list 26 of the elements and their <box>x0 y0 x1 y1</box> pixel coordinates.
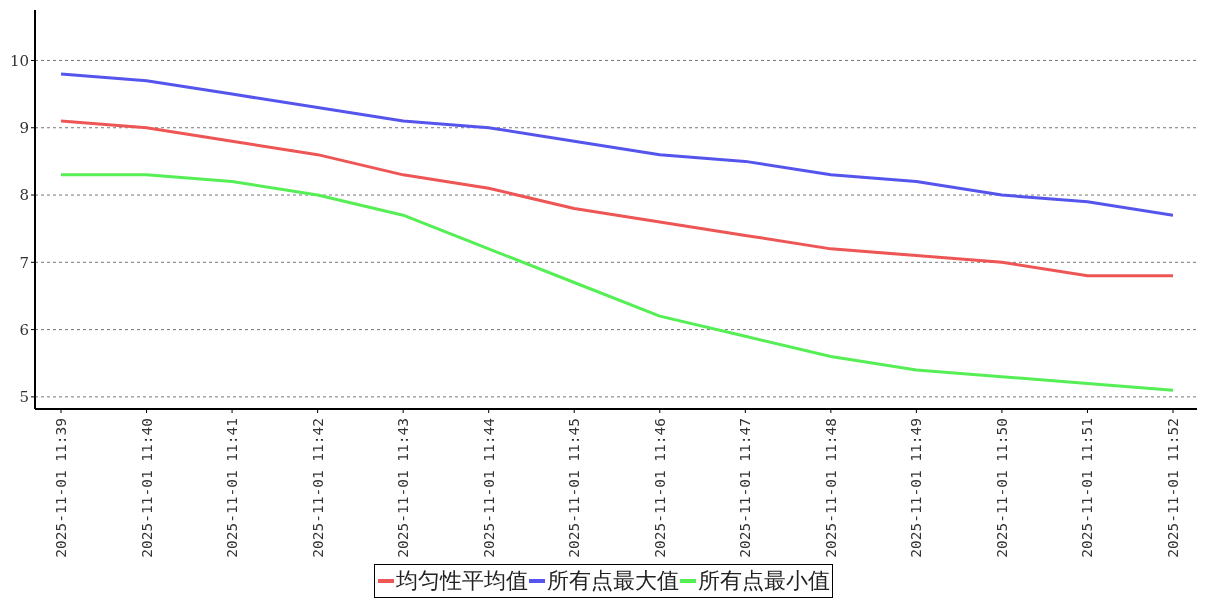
x-tick-label: 2025-11-01 11:50 <box>993 418 1010 558</box>
x-tick-label: 2025-11-01 11:41 <box>224 418 241 558</box>
x-tick-label: 2025-11-01 11:47 <box>737 418 754 558</box>
x-tick-label: 2025-11-01 11:48 <box>822 418 839 558</box>
x-tick-label: 2025-11-01 11:46 <box>651 418 668 558</box>
y-tick-label: 10 <box>9 51 29 70</box>
x-tick-label: 2025-11-01 11:42 <box>309 418 326 558</box>
legend-label: 所有点最小值 <box>698 567 830 595</box>
x-tick-label: 2025-11-01 11:51 <box>1079 418 1096 558</box>
x-tick-label: 2025-11-01 11:39 <box>53 418 69 558</box>
x-tick-label: 2025-11-01 11:44 <box>480 417 497 558</box>
x-tick-label: 2025-11-01 11:49 <box>908 418 925 558</box>
legend-label: 均匀性平均值 <box>396 567 528 595</box>
line-series <box>61 119 1173 278</box>
legend-label: 所有点最大值 <box>547 567 679 595</box>
x-tick-label: 2025-11-01 11:45 <box>566 418 583 558</box>
y-tick-label: 9 <box>19 119 29 138</box>
y-tick-label: 5 <box>19 388 29 407</box>
line-series <box>61 173 1173 392</box>
y-tick-label: 6 <box>19 320 29 339</box>
line-series <box>61 72 1173 217</box>
x-tick-label: 2025-11-01 11:52 <box>1165 418 1181 558</box>
y-tick-label: 7 <box>19 253 29 272</box>
y-tick-label: 8 <box>19 186 29 205</box>
x-tick-label: 2025-11-01 11:40 <box>138 418 155 558</box>
x-tick-label: 2025-11-01 11:43 <box>395 418 412 558</box>
